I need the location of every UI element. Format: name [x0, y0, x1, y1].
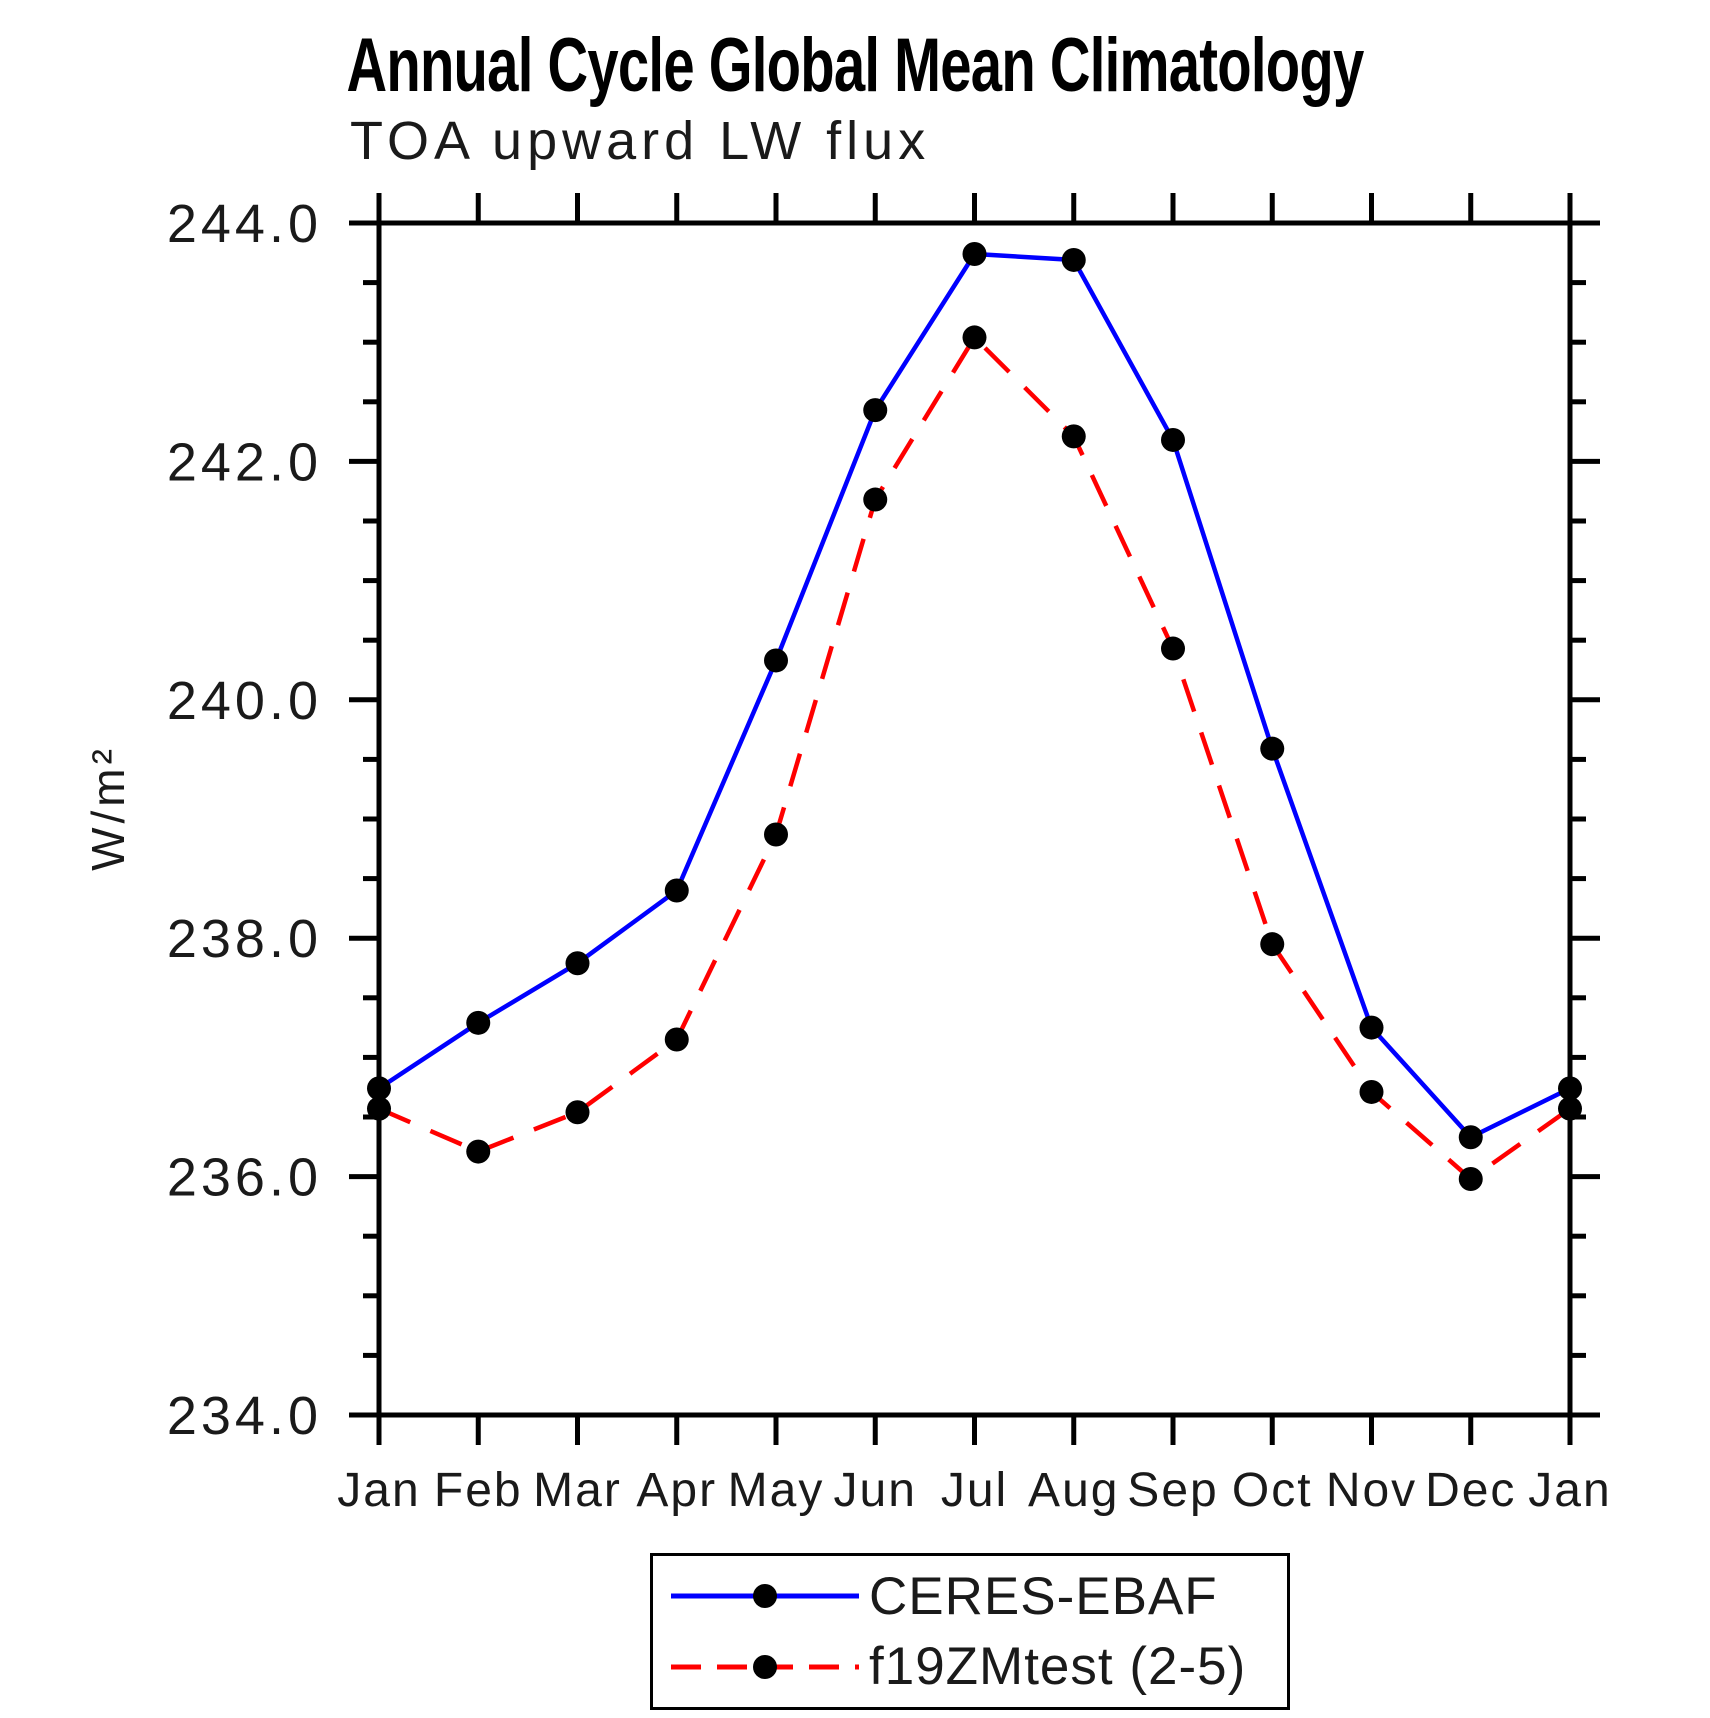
- y-tick-label: 242.0: [167, 432, 322, 492]
- x-tick-label: Oct: [1232, 1464, 1313, 1517]
- data-point-ceres-ebaf-8: [1161, 427, 1185, 452]
- legend-marker-dot: [753, 1584, 777, 1609]
- data-point-f19zmtest-10: [1359, 1079, 1384, 1104]
- data-point-ceres-ebaf-6: [962, 241, 987, 266]
- data-point-ceres-ebaf-1: [466, 1010, 491, 1035]
- x-tick-label: Nov: [1326, 1464, 1417, 1517]
- data-point-ceres-ebaf-12: [1558, 1076, 1582, 1101]
- series-line-ceres-ebaf: [377, 251, 1571, 1141]
- data-point-ceres-ebaf-3: [664, 878, 689, 903]
- x-tick-label: May: [728, 1464, 825, 1517]
- chart-title: Annual Cycle Global Mean Climatology: [346, 23, 1364, 108]
- legend-swatch-solid-line: [671, 1584, 859, 1609]
- data-point-ceres-ebaf-5: [863, 398, 888, 423]
- data-point-f19zmtest-3: [664, 1027, 689, 1052]
- x-tick-label: Jun: [834, 1464, 917, 1517]
- data-point-f19zmtest-11: [1458, 1166, 1483, 1191]
- legend-marker-dot: [753, 1654, 777, 1679]
- data-point-f19zmtest-5: [863, 487, 888, 512]
- y-tick-label: 240.0: [167, 671, 322, 731]
- data-point-f19zmtest-4: [764, 822, 788, 847]
- x-tick-label: Apr: [636, 1464, 717, 1517]
- x-tick-label: Aug: [1028, 1464, 1119, 1517]
- plot-frame: [376, 220, 1573, 1418]
- data-point-f19zmtest-9: [1260, 932, 1285, 957]
- x-tick-label: Dec: [1425, 1464, 1516, 1517]
- y-tick-label: 238.0: [167, 909, 322, 969]
- data-point-ceres-ebaf-9: [1260, 736, 1285, 761]
- x-tick-label: Jul: [941, 1464, 1008, 1517]
- legend-label-f19zmtest: f19ZMtest (2-5): [869, 1637, 1247, 1697]
- data-point-ceres-ebaf-2: [565, 951, 590, 976]
- data-point-f19zmtest-8: [1161, 636, 1185, 661]
- y-tick-label: 234.0: [167, 1386, 322, 1446]
- data-point-f19zmtest-7: [1061, 424, 1086, 449]
- x-tick-label: Jan: [1528, 1464, 1611, 1517]
- data-point-ceres-ebaf-4: [764, 648, 788, 673]
- legend-swatch-dashed-line: [671, 1654, 859, 1679]
- data-point-f19zmtest-0: [367, 1096, 391, 1121]
- data-point-f19zmtest-6: [962, 325, 987, 350]
- data-point-ceres-ebaf-7: [1061, 247, 1086, 272]
- x-tick-label: Feb: [434, 1464, 523, 1517]
- data-point-f19zmtest-12: [1558, 1096, 1582, 1121]
- legend-row-ceres-ebaf: CERES-EBAF: [667, 1566, 1287, 1626]
- data-point-f19zmtest-1: [466, 1139, 491, 1164]
- x-tick-label: Sep: [1127, 1464, 1218, 1517]
- legend: CERES-EBAF f19ZMtest (2-5): [650, 1553, 1290, 1710]
- legend-label-ceres-ebaf: CERES-EBAF: [869, 1566, 1218, 1626]
- y-tick-label: 244.0: [167, 194, 322, 254]
- legend-row-f19zmtest: f19ZMtest (2-5): [667, 1637, 1287, 1697]
- chart-subtitle: TOA upward LW flux: [350, 111, 931, 171]
- x-tick-label: Jan: [337, 1464, 420, 1517]
- x-tick-label: Mar: [533, 1464, 622, 1517]
- data-point-f19zmtest-2: [565, 1100, 590, 1125]
- data-point-ceres-ebaf-0: [367, 1076, 391, 1101]
- y-tick-label: 236.0: [167, 1148, 322, 1208]
- data-point-ceres-ebaf-10: [1359, 1015, 1384, 1040]
- data-point-ceres-ebaf-11: [1458, 1125, 1483, 1150]
